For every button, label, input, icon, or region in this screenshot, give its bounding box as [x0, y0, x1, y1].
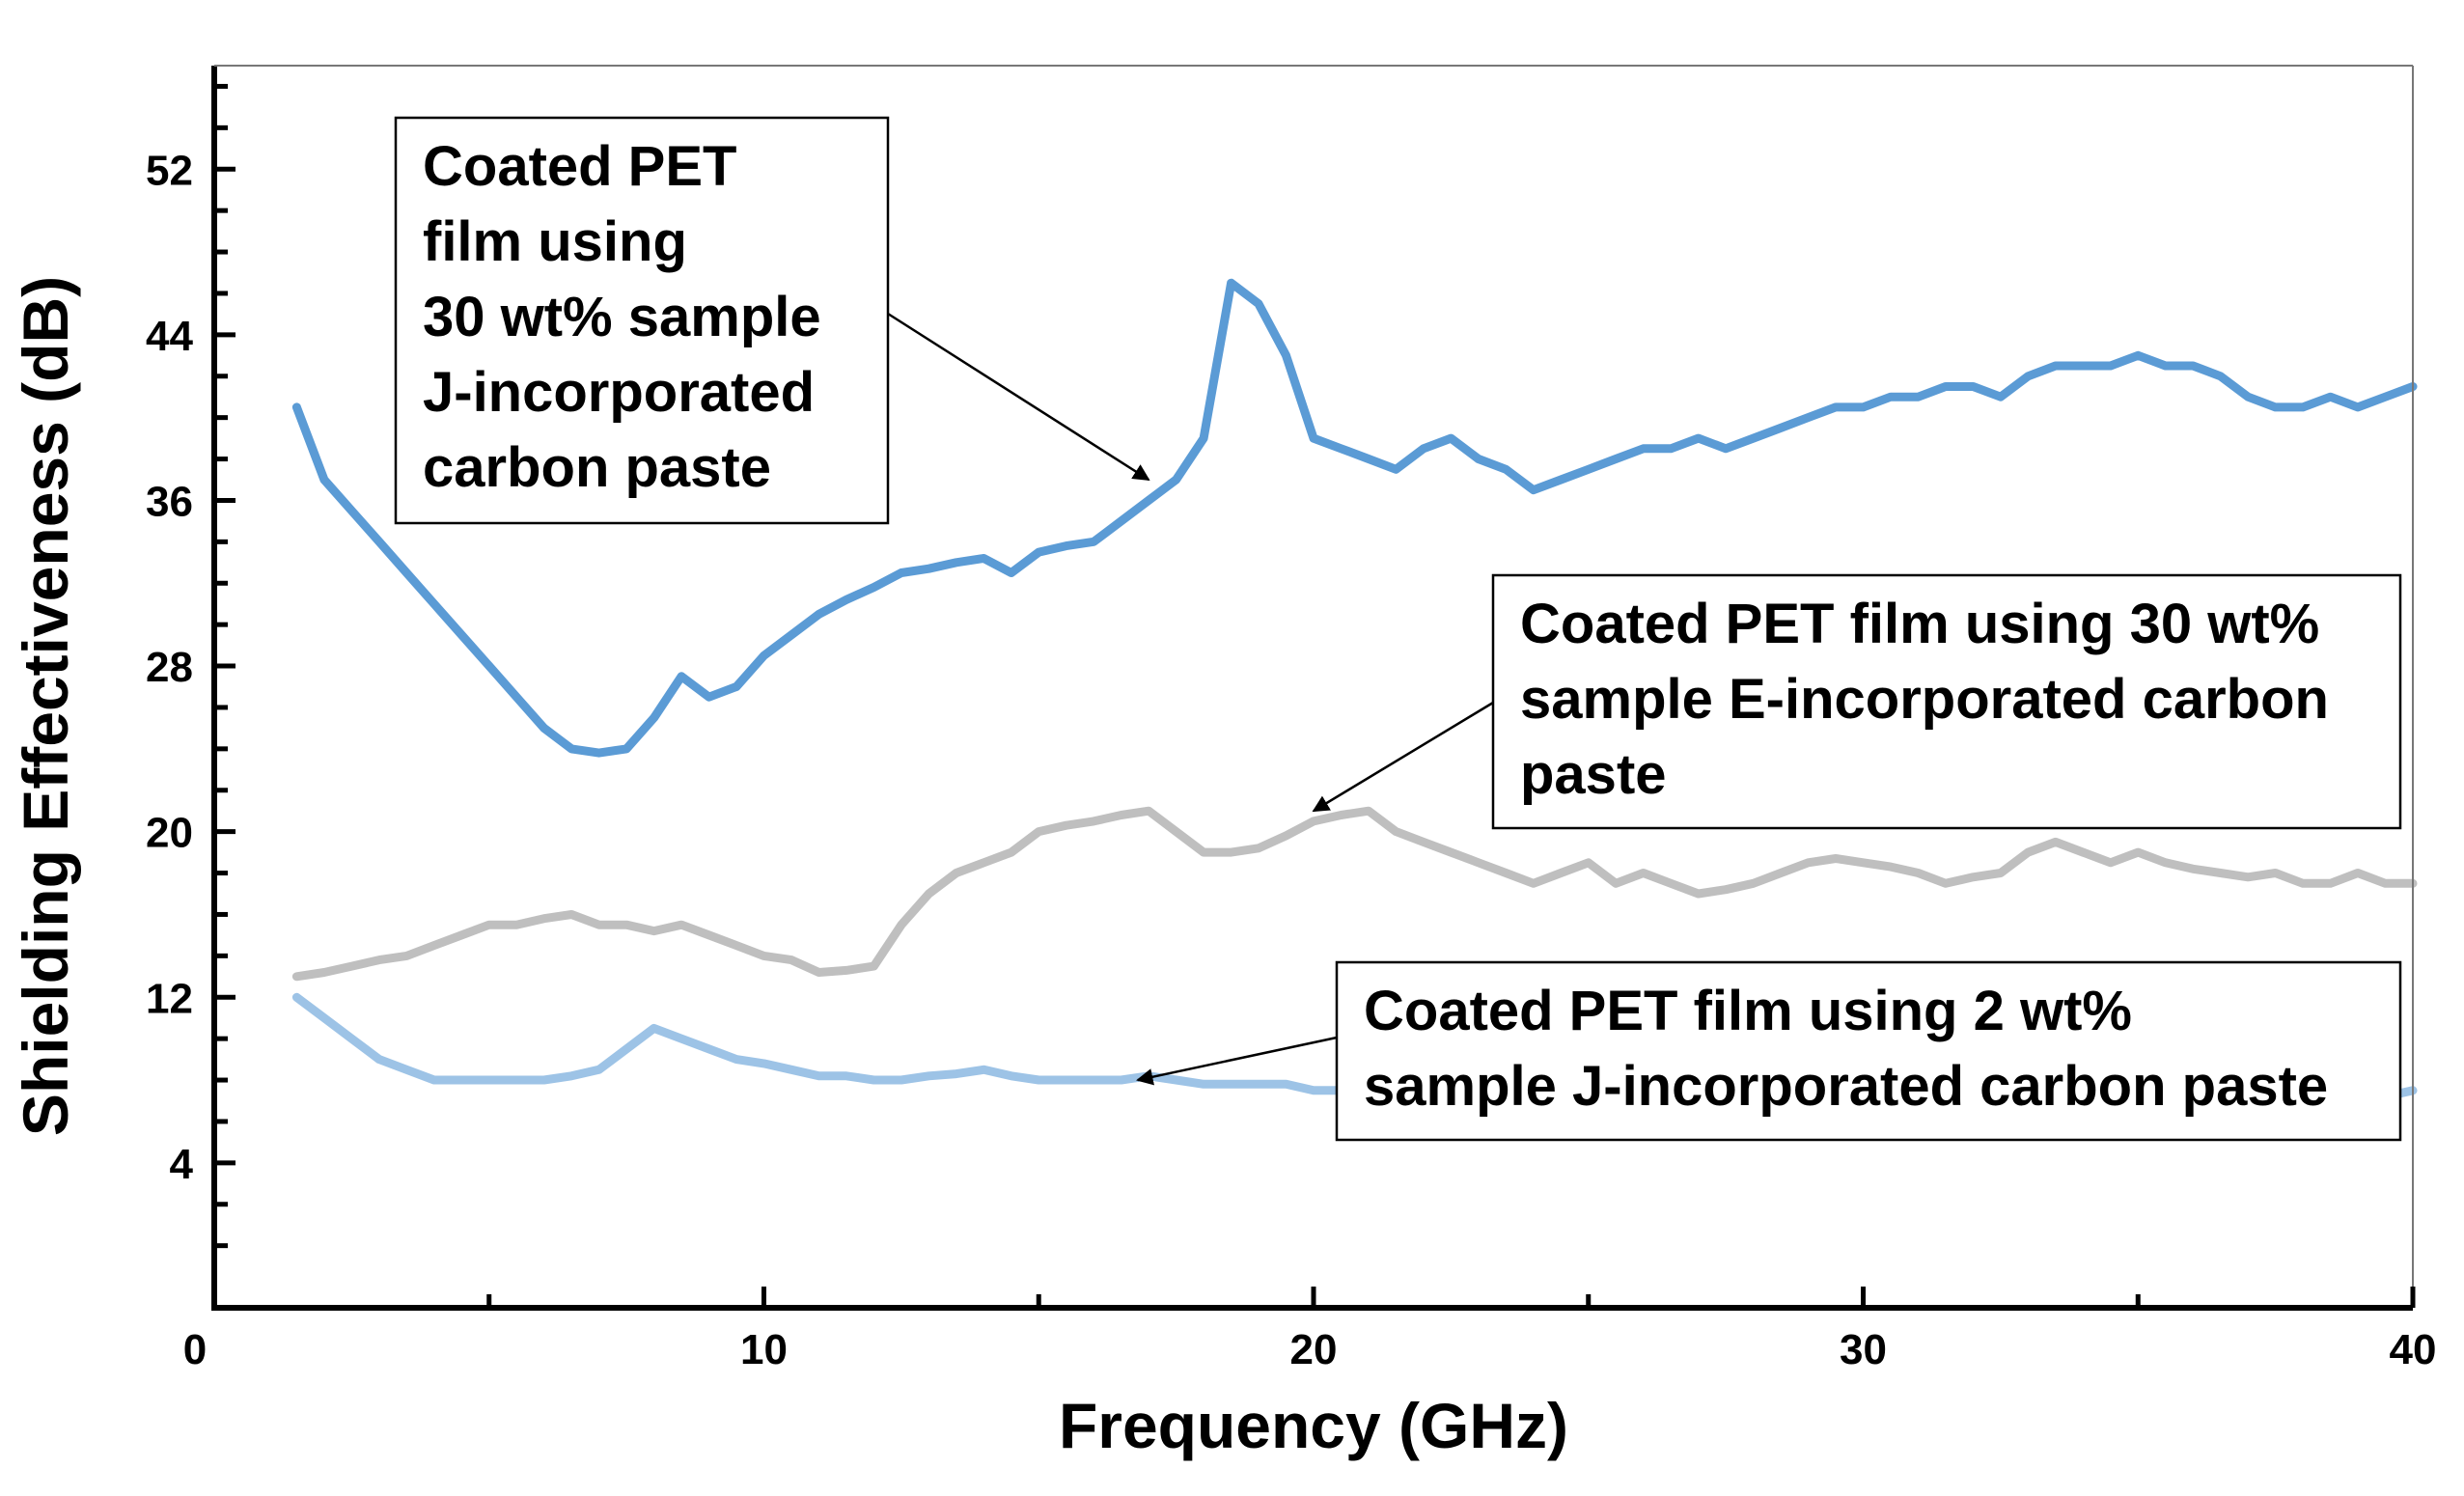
callout-text-line: J-incorporated [423, 361, 815, 424]
ticks-layer: 0 10 20 30 40 4 12 20 28 36 44 52 [146, 83, 2437, 1373]
y-tick-label: 52 [146, 147, 193, 194]
callout-text-line: paste [1520, 743, 1667, 806]
callout-text-line: sample J-incorporated carbon paste [1364, 1055, 2328, 1118]
y-tick-label: 28 [146, 644, 193, 691]
y-tick-label: 20 [146, 810, 193, 857]
callout-text-line: Coated PET film using 2 wt% [1364, 980, 2132, 1042]
callouts-layer: Coated PET film using 30 wt% sample J-incor… [394, 116, 2402, 1142]
callout-text-line: film using [423, 210, 687, 273]
callout-box [394, 116, 890, 525]
callout-leader-arrow [1136, 1036, 1338, 1086]
callout-1: Coated PET film using 30 wt% sample J-incor… [394, 116, 1150, 525]
y-tick-label: 12 [146, 975, 193, 1022]
x-tick-label: 10 [740, 1326, 788, 1373]
y-tick-label: 36 [146, 478, 193, 525]
callout-leader-arrow [1312, 701, 1494, 813]
callout-box [1335, 960, 2402, 1142]
x-tick-label: 30 [1840, 1326, 1887, 1373]
series-line-1 [291, 278, 2418, 758]
x-tick-label: 40 [2390, 1326, 2437, 1373]
callout-2: Coated PET film using 30 wt% sample E-inc… [1312, 573, 2402, 830]
x-axis-title: Frequency (GHz) [1059, 1390, 1568, 1461]
callout-3: Coated PET film using 2 wt% sample J-inco… [1136, 960, 2402, 1142]
callout-text-line: Coated PET [423, 135, 737, 198]
y-tick-label: 44 [146, 313, 193, 360]
callout-text-line: Coated PET film using 30 wt% [1520, 593, 2319, 655]
callout-text-line: sample E-incorporated carbon [1520, 668, 2329, 731]
callout-box [1491, 573, 2402, 830]
callout-text-line: 30 wt% sample [423, 286, 821, 348]
y-axis-title: Shielding Effectiveness (dB) [10, 276, 81, 1136]
x-tick-label: 0 [183, 1326, 207, 1373]
x-tick-label: 20 [1290, 1326, 1338, 1373]
series-line-2 [291, 806, 2418, 982]
callout-text-line: carbon paste [423, 436, 771, 499]
y-tick-label: 4 [170, 1141, 194, 1188]
callout-leader-arrow [887, 312, 1150, 482]
